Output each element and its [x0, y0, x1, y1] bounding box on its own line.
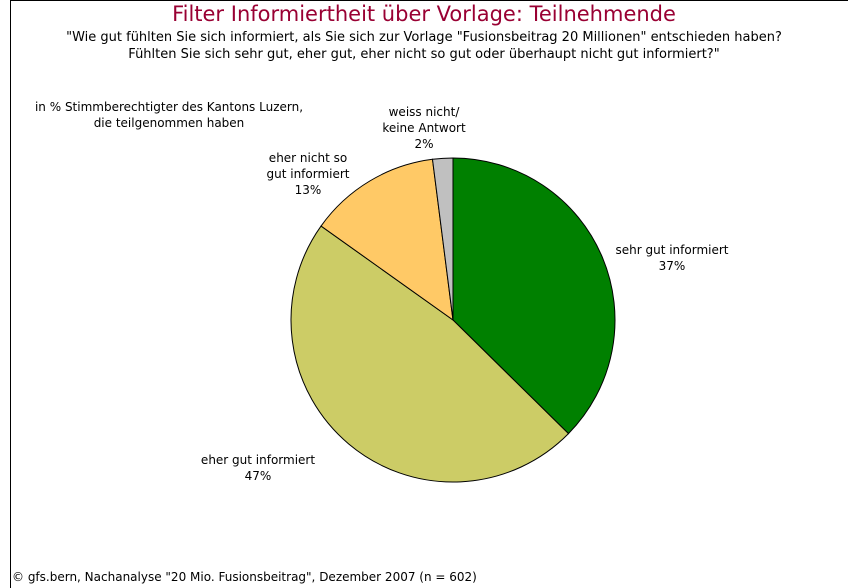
chart-title: Filter Informiertheit über Vorlage: Teil…: [172, 2, 676, 26]
pie-slice: [452, 157, 616, 435]
source: © gfs.bern, Nachanalyse "20 Mio. Fusions…: [12, 570, 477, 584]
slice-label: weiss nicht/ keine Antwort 2%: [382, 104, 465, 152]
category-label: sehr gut informiert: [615, 243, 729, 257]
category-label: weiss nicht/ keine Antwort: [382, 105, 466, 135]
value-label: 47%: [244, 469, 272, 483]
slice-label: eher gut informiert 47%: [201, 452, 315, 484]
pie-slice: [290, 225, 570, 483]
value-label: 2%: [414, 137, 434, 151]
category-label: eher nicht so gut informiert: [266, 151, 350, 181]
pie-slice: [431, 157, 454, 321]
value-label: 37%: [658, 259, 686, 273]
value-label: 13%: [294, 183, 322, 197]
subtitle: "Wie gut fühlten Sie sich informiert, al…: [66, 30, 782, 62]
annotation: in % Stimmberechtigter des Kantons Luzer…: [34, 100, 304, 130]
slice-label: eher nicht so gut informiert 13%: [266, 150, 349, 198]
slice-label: sehr gut informiert 37%: [615, 242, 728, 274]
frame: [10, 0, 848, 588]
category-label: eher gut informiert: [200, 453, 316, 467]
pie-slice: [320, 158, 454, 322]
